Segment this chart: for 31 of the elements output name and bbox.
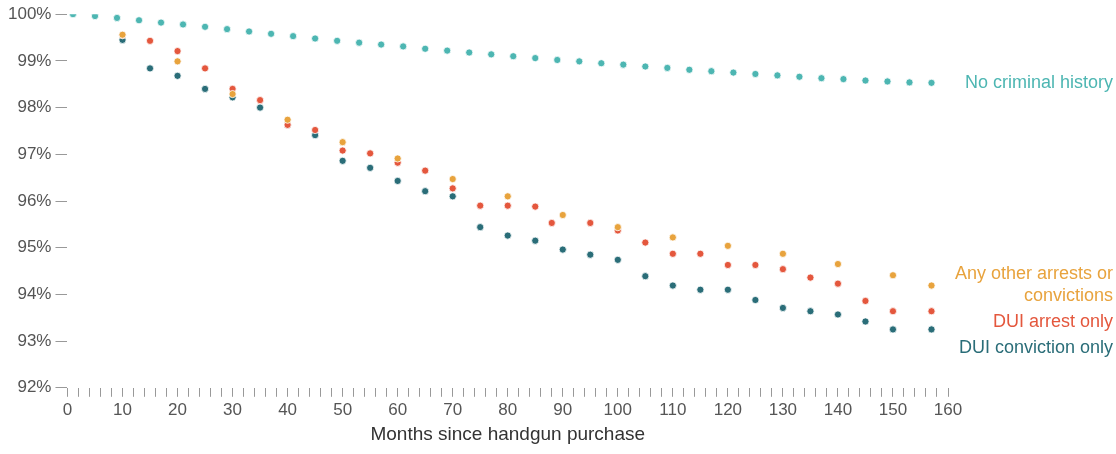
x-tick-label: 120 xyxy=(713,399,743,419)
y-tick-label: 92% xyxy=(17,377,52,397)
x-tick-label: 70 xyxy=(443,399,463,419)
x-tick-label: 80 xyxy=(498,399,518,419)
x-tick-label: 50 xyxy=(333,399,353,419)
x-tick-label: 100 xyxy=(603,399,632,419)
x-tick-label: 20 xyxy=(168,399,188,419)
y-tick-label: 99% xyxy=(17,50,52,70)
x-axis-title: Months since handgun purchase xyxy=(370,422,646,444)
y-tick-label: 95% xyxy=(17,237,52,257)
series-label: No criminal history xyxy=(964,71,1113,92)
x-tick-label: 110 xyxy=(659,399,687,419)
y-tick-label: 94% xyxy=(17,284,52,304)
y-tick-label: 93% xyxy=(17,330,52,350)
x-tick-label: 150 xyxy=(878,399,908,419)
x-tick-label: 30 xyxy=(223,399,243,419)
x-tick-label: 40 xyxy=(278,399,298,419)
x-tick-label: 10 xyxy=(113,399,132,419)
x-tick-label: 0 xyxy=(62,399,73,419)
series-label: Any other arrests or convictions xyxy=(954,263,1114,306)
y-tick-label: 97% xyxy=(17,143,52,163)
y-tick-label: 96% xyxy=(17,190,52,210)
x-tick-label: 140 xyxy=(823,399,853,419)
y-tick-label: 100% xyxy=(8,3,52,23)
x-tick-label: 130 xyxy=(768,399,798,419)
text: DUI arrest only xyxy=(992,311,1113,332)
x-tick-label: 60 xyxy=(388,399,408,419)
y-tick-label: 98% xyxy=(17,97,52,117)
x-tick-label: 90 xyxy=(553,399,573,419)
series-label: DUI conviction only xyxy=(958,337,1113,358)
x-tick-label: 160 xyxy=(933,399,963,419)
